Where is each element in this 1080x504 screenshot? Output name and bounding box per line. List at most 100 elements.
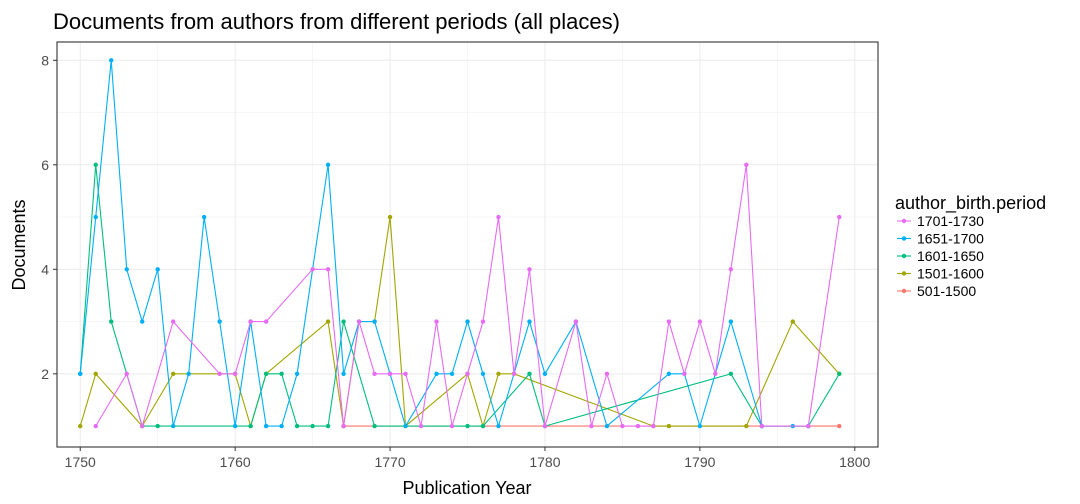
x-tick-label: 1790 — [684, 454, 715, 470]
data-point — [635, 423, 641, 429]
legend-key-point — [901, 288, 907, 294]
data-point — [449, 423, 455, 429]
x-tick-label: 1750 — [65, 454, 96, 470]
data-point — [372, 319, 377, 324]
data-point — [356, 319, 362, 324]
legend-item: 501-1500 — [897, 283, 976, 299]
data-point — [78, 371, 83, 377]
legend-item: 1501-1600 — [897, 266, 984, 282]
data-point — [263, 423, 269, 429]
data-point — [465, 371, 470, 377]
legend-label: 1701-1730 — [917, 213, 984, 229]
data-point — [248, 319, 253, 324]
data-point — [325, 267, 331, 272]
data-point — [201, 214, 207, 220]
data-point — [325, 319, 331, 324]
data-point — [78, 423, 83, 429]
data-point — [465, 319, 470, 324]
data-point — [387, 214, 393, 220]
legend-key-point — [901, 271, 907, 276]
data-point — [186, 371, 191, 377]
data-point — [325, 162, 331, 168]
legend-key-point — [901, 253, 907, 259]
x-tick-label: 1760 — [220, 454, 251, 470]
data-point — [666, 319, 672, 324]
data-point — [325, 423, 331, 429]
data-point — [527, 267, 532, 272]
data-point — [434, 371, 439, 377]
data-point — [387, 371, 393, 377]
data-point — [465, 423, 470, 429]
data-point — [527, 371, 532, 377]
data-point — [573, 319, 579, 324]
data-point — [744, 423, 749, 429]
legend-label: 1501-1600 — [917, 266, 984, 282]
data-point — [837, 423, 842, 429]
data-point — [682, 371, 687, 377]
data-point — [93, 214, 98, 220]
data-point — [341, 371, 346, 377]
data-point — [93, 371, 98, 377]
data-point — [837, 214, 842, 220]
data-point — [837, 371, 842, 377]
data-point — [140, 319, 145, 324]
data-point — [263, 371, 269, 377]
legend-item: 1651-1700 — [897, 231, 984, 247]
data-point — [728, 319, 734, 324]
legend-label: 1651-1700 — [917, 231, 984, 247]
data-point — [341, 319, 346, 324]
legend-item: 1601-1650 — [897, 248, 984, 264]
data-point — [527, 319, 532, 324]
data-point — [480, 319, 486, 324]
data-point — [759, 423, 765, 429]
data-point — [310, 423, 315, 429]
data-point — [263, 319, 269, 324]
data-point — [124, 371, 129, 377]
y-tick-label: 6 — [41, 157, 49, 173]
data-point — [294, 423, 300, 429]
data-point — [248, 423, 253, 429]
legend: author_birth.period 1701-1730 1651-170016… — [895, 193, 1046, 299]
series-line — [79, 216, 840, 429]
data-point — [620, 423, 625, 429]
data-point — [589, 423, 594, 429]
data-point — [279, 371, 284, 377]
data-point — [232, 423, 238, 429]
data-point — [217, 371, 222, 377]
series-layer — [78, 58, 842, 429]
series-1701-1730 — [93, 162, 842, 429]
x-axis-title: Publication Year — [402, 478, 531, 498]
data-point — [372, 371, 377, 377]
data-point — [651, 423, 656, 429]
data-point — [279, 423, 284, 429]
data-point — [434, 319, 439, 324]
data-point — [294, 371, 300, 377]
legend-label: 1601-1650 — [917, 248, 984, 264]
data-point — [697, 423, 703, 429]
data-point — [480, 423, 486, 429]
y-tick-label: 2 — [41, 366, 49, 382]
data-point — [449, 371, 455, 377]
data-point — [728, 371, 734, 377]
data-point — [666, 371, 672, 377]
data-point — [403, 423, 408, 429]
legend-title: author_birth.period — [895, 193, 1046, 214]
data-point — [713, 371, 718, 377]
data-point — [109, 319, 114, 324]
data-point — [666, 423, 672, 429]
legend-key-point — [901, 236, 907, 241]
x-tick-label: 1780 — [529, 454, 560, 470]
data-point — [170, 371, 176, 377]
data-point — [403, 371, 408, 377]
data-point — [542, 423, 548, 429]
data-point — [217, 319, 222, 324]
y-tick-label: 4 — [41, 261, 49, 277]
y-axis-title: Documents — [9, 199, 29, 290]
data-point — [93, 423, 98, 429]
legend-item: 1701-1730 — [897, 213, 984, 229]
data-point — [140, 423, 145, 429]
data-point — [155, 267, 160, 272]
data-point — [170, 423, 176, 429]
data-point — [93, 162, 98, 168]
x-tick-label: 1800 — [839, 454, 870, 470]
